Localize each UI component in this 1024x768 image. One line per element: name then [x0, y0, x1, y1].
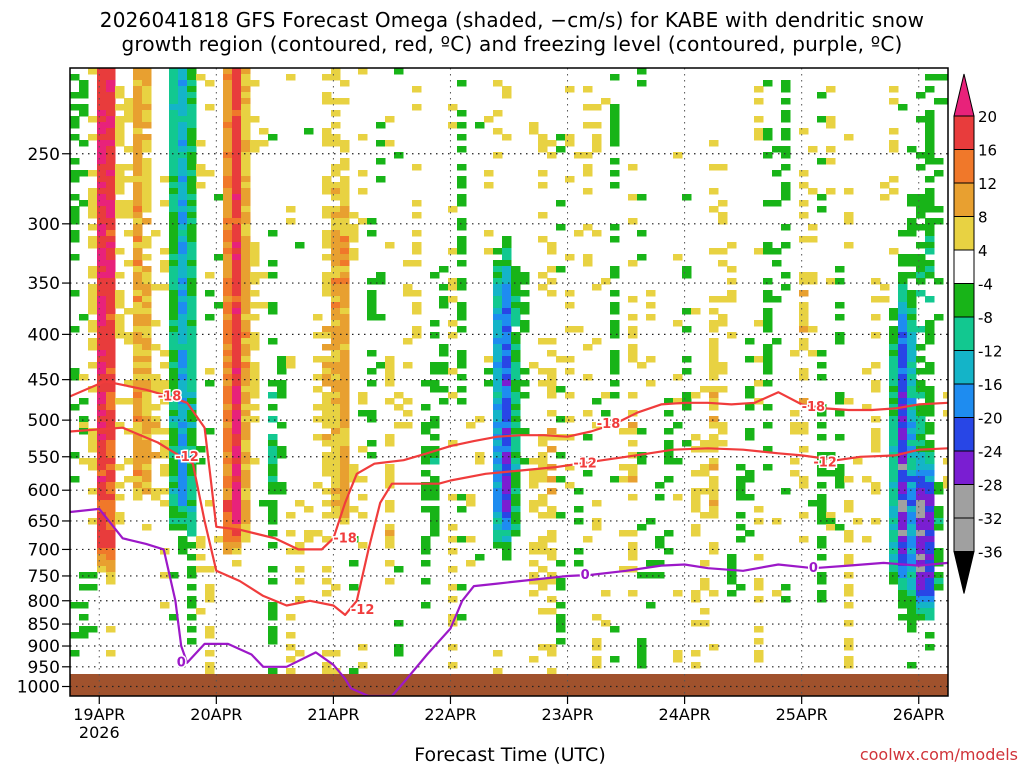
contour-label: 0 — [809, 561, 818, 576]
x-tick-label: 25APR — [776, 705, 828, 724]
colorbar-box — [953, 115, 975, 150]
colorbar-label: 20 — [978, 108, 997, 126]
y-tick-label: 400 — [28, 325, 60, 345]
contour-label: -12 — [175, 450, 199, 465]
colorbar-box — [953, 316, 975, 351]
contour-label: 0 — [177, 656, 186, 671]
x-tick-sublabel: 2026 — [79, 723, 120, 742]
colorbar-box — [953, 182, 975, 217]
contour-line — [70, 507, 948, 696]
y-tick-label: 350 — [28, 274, 60, 294]
y-tick-label: 650 — [28, 512, 60, 532]
plot-frame — [69, 67, 949, 697]
colorbar-label: -8 — [978, 309, 993, 327]
colorbar-label: -36 — [978, 544, 1003, 562]
y-tick-label: 750 — [28, 567, 60, 587]
x-tick-label: 22APR — [424, 705, 476, 724]
colorbar-box — [953, 350, 975, 385]
colorbar-top-arrow — [953, 73, 975, 117]
colorbar-box — [953, 517, 975, 552]
contour-layer — [70, 380, 948, 696]
y-tick-label: 900 — [28, 637, 60, 657]
x-axis-title: Forecast Time (UTC) — [414, 744, 606, 766]
x-tick-label: 24APR — [659, 705, 711, 724]
colorbar-label: 4 — [978, 242, 988, 260]
y-tick-label: 500 — [28, 411, 60, 431]
contour-labels: -18 -18 -18 -18 -12 -12 -12 -12 0 0 0 — [156, 388, 838, 672]
y-tick-label: 300 — [28, 215, 60, 235]
colorbar-box — [953, 283, 975, 318]
colorbar-box — [953, 417, 975, 452]
colorbar-label: 8 — [978, 209, 988, 227]
y-tick-label: 850 — [28, 615, 60, 635]
colorbar-label: -24 — [978, 443, 1003, 461]
contour-label: -18 — [333, 531, 357, 546]
y-tick-label: 950 — [28, 658, 60, 678]
y-tick-label: 250 — [28, 145, 60, 165]
colorbar-box — [953, 149, 975, 184]
contour-label: 0 — [581, 568, 590, 583]
contour-label: -12 — [813, 455, 837, 470]
colorbar-label: 12 — [978, 175, 997, 193]
y-axis: 2503003504004505005506006507007508008509… — [17, 145, 70, 698]
colorbar-label: -28 — [978, 477, 1003, 495]
colorbar-box — [953, 484, 975, 519]
terrain-band — [70, 674, 948, 696]
chart-title-line-1: 2026041818 GFS Forecast Omega (shaded, −… — [99, 8, 925, 32]
contour-line — [70, 380, 948, 551]
brand-link[interactable]: coolwx.com/models — [859, 745, 1018, 764]
grid-lines — [70, 68, 948, 696]
colorbar-box — [953, 249, 975, 284]
colorbar-label: -16 — [978, 376, 1003, 394]
contour-line — [70, 426, 948, 616]
colorbar-box — [953, 216, 975, 251]
colorbar-label: -4 — [978, 276, 993, 294]
y-tick-label: 450 — [28, 371, 60, 391]
x-tick-label: 19APR — [73, 705, 125, 724]
omega-shading-layer — [70, 68, 948, 681]
terrain-fill — [70, 674, 948, 696]
x-tick-label: 21APR — [307, 705, 359, 724]
contour-label: -12 — [573, 457, 597, 472]
colorbar-label: -32 — [978, 510, 1003, 528]
colorbar-label: -20 — [978, 410, 1003, 428]
chart-title-line-2: growth region (contoured, red, ºC) and f… — [121, 32, 903, 56]
contour-label: -18 — [597, 417, 621, 432]
x-tick-label: 26APR — [893, 705, 945, 724]
y-tick-label: 550 — [28, 448, 60, 468]
colorbar-box — [953, 450, 975, 485]
y-tick-label: 800 — [28, 592, 60, 612]
colorbar: 20 16 12 8 4 -4 -8 -12 -16 -20 -24 -28 -32 -36 — [953, 73, 1003, 594]
y-tick-label: 600 — [28, 481, 60, 501]
contour-label: -12 — [351, 603, 375, 618]
x-tick-label: 20APR — [190, 705, 242, 724]
colorbar-box — [953, 383, 975, 418]
contour-label: -18 — [158, 389, 182, 404]
y-tick-label: 1000 — [17, 678, 60, 698]
y-tick-label: 700 — [28, 540, 60, 560]
colorbar-bottom-arrow — [953, 551, 975, 594]
x-tick-label: 23APR — [541, 705, 593, 724]
colorbar-label: -12 — [978, 343, 1003, 361]
contour-label: -18 — [802, 400, 826, 415]
colorbar-label: 16 — [978, 142, 997, 160]
